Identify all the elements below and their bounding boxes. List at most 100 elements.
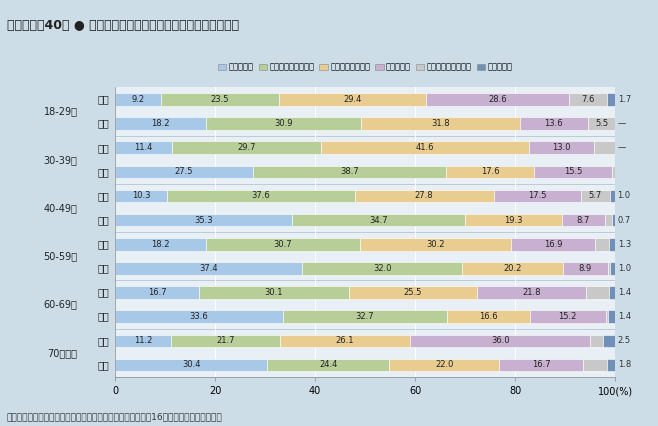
Text: 34.7: 34.7 xyxy=(369,216,388,225)
Text: 24.4: 24.4 xyxy=(319,360,338,369)
Text: 1.4: 1.4 xyxy=(618,312,631,321)
Bar xyxy=(115,117,206,130)
Text: 17.5: 17.5 xyxy=(528,191,547,201)
Bar xyxy=(588,117,615,130)
Text: 27.5: 27.5 xyxy=(174,167,193,176)
Bar xyxy=(280,334,410,347)
Bar xyxy=(606,311,608,323)
Text: 1.0: 1.0 xyxy=(618,264,631,273)
Text: 30.1: 30.1 xyxy=(265,288,283,297)
Bar xyxy=(426,93,569,106)
Text: 男性: 男性 xyxy=(97,215,109,225)
Bar xyxy=(115,311,283,323)
Bar xyxy=(349,286,476,299)
Text: 21.8: 21.8 xyxy=(522,288,540,297)
Text: 女性: 女性 xyxy=(97,95,109,104)
Bar xyxy=(279,93,426,106)
Text: 19.3: 19.3 xyxy=(504,216,522,225)
Text: 20.2: 20.2 xyxy=(503,264,522,273)
Bar xyxy=(115,286,199,299)
Bar xyxy=(206,238,360,250)
Text: 31.8: 31.8 xyxy=(431,119,449,128)
Bar xyxy=(465,214,562,226)
Bar xyxy=(612,214,615,226)
Bar xyxy=(115,93,161,106)
Text: 2.5: 2.5 xyxy=(618,336,631,345)
Bar xyxy=(530,311,606,323)
Bar xyxy=(563,262,608,275)
Text: 男性: 男性 xyxy=(97,167,109,177)
Bar xyxy=(476,286,586,299)
Bar xyxy=(161,93,279,106)
Text: 30.4: 30.4 xyxy=(182,360,201,369)
Legend: 関心がある, ある程度関心がある, あまり関心がない, 関心がない, どちらともいえない, わからない: 関心がある, ある程度関心がある, あまり関心がない, 関心がない, どちらとも… xyxy=(215,60,515,74)
Text: 1.3: 1.3 xyxy=(618,240,631,249)
Bar xyxy=(302,262,462,275)
Text: 28.6: 28.6 xyxy=(488,95,507,104)
Text: 60-69歳: 60-69歳 xyxy=(44,299,78,310)
Bar xyxy=(115,334,171,347)
Text: 33.6: 33.6 xyxy=(190,312,209,321)
Text: 15.2: 15.2 xyxy=(559,312,577,321)
Bar xyxy=(355,190,494,202)
Text: 16.7: 16.7 xyxy=(532,360,550,369)
Bar xyxy=(607,359,616,371)
Bar xyxy=(562,214,605,226)
Text: 13.6: 13.6 xyxy=(544,119,563,128)
Bar xyxy=(609,286,616,299)
Text: 22.0: 22.0 xyxy=(435,360,453,369)
Bar xyxy=(320,141,529,154)
Text: 女性: 女性 xyxy=(97,336,109,346)
Bar xyxy=(199,286,349,299)
Text: 26.1: 26.1 xyxy=(336,336,354,345)
Bar xyxy=(283,311,447,323)
Bar xyxy=(595,238,609,250)
Bar xyxy=(520,117,588,130)
Text: 男性: 男性 xyxy=(97,118,109,129)
Bar xyxy=(115,238,206,250)
Bar xyxy=(115,141,172,154)
Text: 41.6: 41.6 xyxy=(415,143,434,152)
Text: —: — xyxy=(618,143,626,152)
Text: 女性: 女性 xyxy=(97,239,109,249)
Text: 32.7: 32.7 xyxy=(355,312,374,321)
Text: 21.7: 21.7 xyxy=(216,336,235,345)
Text: 50-59歳: 50-59歳 xyxy=(43,251,78,261)
Text: 男性: 男性 xyxy=(97,360,109,370)
Text: 30-39歳: 30-39歳 xyxy=(44,155,78,165)
Bar xyxy=(206,117,361,130)
Bar xyxy=(612,166,615,178)
Text: 1.7: 1.7 xyxy=(618,95,631,104)
Text: 30.2: 30.2 xyxy=(426,240,444,249)
Bar xyxy=(610,262,615,275)
Text: —: — xyxy=(618,119,626,128)
Bar xyxy=(267,359,389,371)
Text: 男性: 男性 xyxy=(97,263,109,273)
Bar xyxy=(499,359,583,371)
Text: 40-49歳: 40-49歳 xyxy=(44,203,78,213)
Bar xyxy=(447,311,530,323)
Text: 9.2: 9.2 xyxy=(132,95,145,104)
Bar xyxy=(608,311,615,323)
Text: 13.0: 13.0 xyxy=(552,143,570,152)
Text: 11.4: 11.4 xyxy=(134,143,153,152)
Text: 30.9: 30.9 xyxy=(274,119,293,128)
Text: 女性: 女性 xyxy=(97,191,109,201)
Bar xyxy=(171,334,280,347)
Text: 男性: 男性 xyxy=(97,312,109,322)
Text: 23.5: 23.5 xyxy=(211,95,229,104)
Text: 1.8: 1.8 xyxy=(619,360,632,369)
Text: 16.7: 16.7 xyxy=(147,288,166,297)
Text: 7.6: 7.6 xyxy=(581,95,594,104)
Text: 17.6: 17.6 xyxy=(481,167,499,176)
Text: 16.9: 16.9 xyxy=(544,240,562,249)
Bar xyxy=(115,262,302,275)
Text: 29.7: 29.7 xyxy=(237,143,256,152)
Text: 18.2: 18.2 xyxy=(151,119,170,128)
Bar xyxy=(534,166,612,178)
Text: 27.8: 27.8 xyxy=(415,191,434,201)
Bar xyxy=(115,359,267,371)
Text: 15.5: 15.5 xyxy=(564,167,582,176)
Text: 38.7: 38.7 xyxy=(340,167,359,176)
Text: 18-29歳: 18-29歳 xyxy=(43,106,78,116)
